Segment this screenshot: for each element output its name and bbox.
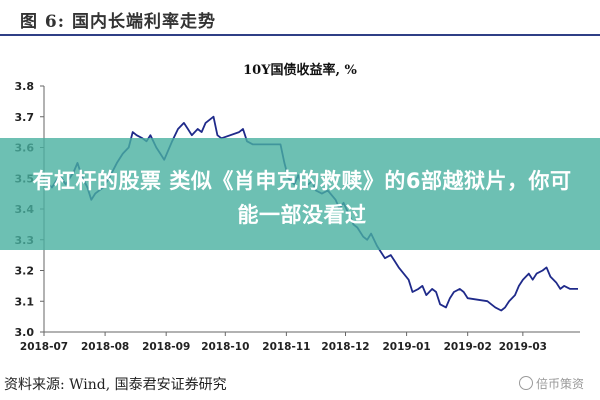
x-tick-label: 2019-01	[382, 341, 430, 353]
y-tick-label: 3.0	[15, 326, 35, 339]
chart-title: 10Y国债收益率, %	[243, 62, 357, 78]
figure-header: 图 6: 国内长端利率走势	[0, 0, 600, 36]
figure-title: 图 6: 国内长端利率走势	[20, 12, 216, 32]
watermark-label: 倍币策资	[535, 377, 584, 391]
x-tick-label: 2018-10	[201, 341, 249, 353]
watermark-logo-icon	[518, 376, 533, 390]
x-tick-label: 2018-09	[142, 341, 190, 353]
watermark: 倍币策资	[518, 375, 584, 392]
y-tick-label: 3.2	[15, 265, 35, 278]
x-tick-label: 2018-07	[20, 341, 68, 353]
y-tick-label: 3.7	[15, 111, 35, 124]
y-tick-label: 3.8	[15, 80, 35, 93]
x-tick-group: 2018-07 2018-08 2018-09 2018-10 2018-11 2018-…	[20, 332, 547, 353]
y-tick-label: 3.1	[15, 295, 35, 308]
x-tick-label: 2019-03	[499, 341, 547, 353]
source-note: 资料来源: Wind, 国泰君安证券研究	[4, 377, 227, 393]
x-tick-label: 2018-12	[321, 341, 369, 353]
headline-overlay[interactable]: 有杠杆的股票 类似《肖申克的救赎》的6部越狱片，你可能一部没看过	[0, 138, 600, 250]
x-tick-label: 2018-08	[81, 341, 129, 353]
x-tick-label: 2018-11	[262, 341, 310, 353]
headline-link[interactable]: 有杠杆的股票 类似《肖申克的救赎》的6部越狱片，你可能一部没看过	[32, 169, 572, 227]
x-tick-label: 2019-02	[444, 341, 492, 353]
